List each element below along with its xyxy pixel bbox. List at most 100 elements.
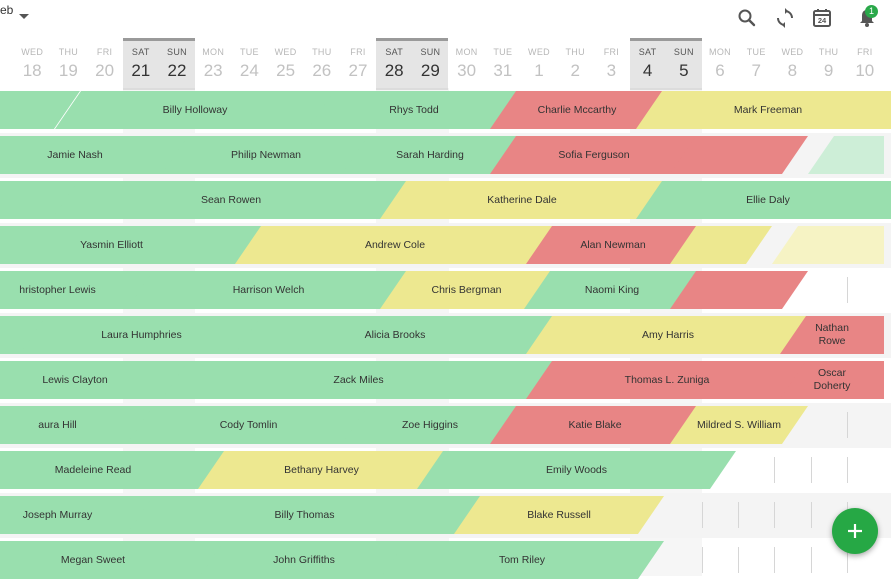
shift-block[interactable]: Yasmin Elliott (0, 226, 263, 264)
day-column-header[interactable]: WED 18 (14, 41, 50, 87)
shift-employee-name: Harrison Welch (232, 283, 305, 296)
shift-block[interactable]: Laura Humphries (20, 316, 263, 354)
add-shift-button[interactable] (832, 508, 878, 554)
day-column-header[interactable]: SAT 28 (376, 38, 413, 90)
shift-block[interactable]: Joseph Murray (0, 496, 155, 534)
shift-block[interactable]: Tom Riley (380, 541, 664, 579)
shift-block[interactable]: Billy Holloway (55, 91, 335, 129)
day-column-header[interactable]: FRI 3 (593, 41, 629, 87)
shift-block[interactable]: Zack Miles (162, 361, 555, 399)
day-column-header[interactable]: SAT 21 (122, 38, 159, 90)
day-column-header[interactable]: THU 19 (50, 41, 86, 87)
day-column-header[interactable]: MON 6 (702, 41, 738, 87)
shift-block[interactable]: Harrison Welch (127, 271, 410, 309)
shift-block[interactable]: Thomas L. Zuniga (526, 361, 808, 399)
shift-block[interactable]: Mildred S. William (670, 406, 808, 444)
shift-block[interactable]: Chris Bergman (380, 271, 553, 309)
shift-block[interactable]: Sean Rowen (52, 181, 410, 219)
shift-block[interactable]: Billy Thomas (127, 496, 482, 534)
shift-block[interactable]: aura Hill (0, 406, 155, 444)
shift-employee-name: Joseph Murray (22, 508, 93, 521)
shift-employee-name: Laura Humphries (101, 328, 182, 341)
day-column-header[interactable]: MON 23 (195, 41, 231, 87)
shift-block[interactable] (670, 136, 808, 174)
shift-employee-name: Megan Sweet (60, 553, 126, 566)
day-column-header[interactable]: SUN 5 (665, 38, 702, 90)
shift-block[interactable]: Philip Newman (162, 136, 370, 174)
shift-block[interactable]: Alan Newman (526, 226, 700, 264)
shift-employee-name: Philip Newman (230, 148, 302, 161)
day-column-header[interactable]: FRI 10 (847, 41, 883, 87)
shift-block[interactable]: Oscar Doherty (780, 361, 884, 399)
day-column-header[interactable]: WED 1 (521, 41, 557, 87)
day-column-header[interactable]: TUE 7 (738, 41, 774, 87)
shift-employee-name: Billy Holloway (162, 103, 228, 116)
shift-block[interactable]: Amy Harris (526, 316, 810, 354)
shift-block[interactable]: Katie Blake (490, 406, 700, 444)
shift-block[interactable]: hristopher Lewis (0, 271, 155, 309)
shift-block[interactable]: Sofia Ferguson (490, 136, 698, 174)
search-icon[interactable] (735, 6, 759, 30)
day-column-header[interactable]: SUN 22 (159, 38, 195, 90)
day-column-header[interactable]: FRI 20 (87, 41, 123, 87)
shift-block[interactable]: Andrew Cole (235, 226, 555, 264)
shift-employee-name: Katherine Dale (487, 193, 557, 206)
shift-block[interactable]: Mark Freeman (636, 91, 891, 129)
shift-block[interactable]: John Griffiths (198, 541, 410, 579)
day-of-week-label: THU (312, 47, 332, 57)
day-of-week-label: SUN (167, 47, 187, 57)
shift-block[interactable]: Madeleine Read (0, 451, 226, 489)
shift-block[interactable]: Cody Tomlin (127, 406, 370, 444)
shift-block[interactable]: Megan Sweet (0, 541, 226, 579)
shift-block[interactable]: Jamie Nash (0, 136, 190, 174)
shift-block[interactable]: Blake Russell (454, 496, 664, 534)
sync-icon[interactable] (773, 6, 797, 30)
shift-block[interactable]: Rhys Todd (308, 91, 520, 129)
day-column-header[interactable]: THU 2 (557, 41, 593, 87)
shift-block[interactable]: Sarah Harding (342, 136, 518, 174)
shift-block[interactable] (670, 271, 808, 309)
view-selector-label[interactable]: eb (0, 3, 14, 17)
schedule-grid: Billy Holloway Rhys Todd Charlie Mccarthy M… (0, 88, 891, 576)
calendar-icon[interactable]: 24 (810, 6, 834, 30)
empty-cell-divider (702, 547, 703, 573)
shift-employee-name: Jamie Nash (47, 148, 103, 161)
day-column-header[interactable]: TUE 31 (485, 41, 521, 87)
day-number-label: 30 (457, 61, 477, 80)
shift-employee-name: Billy Thomas (274, 508, 335, 521)
shift-employee-name: Rhys Todd (389, 103, 439, 116)
shift-block[interactable]: Bethany Harvey (198, 451, 445, 489)
empty-cell-divider (774, 457, 776, 483)
day-number-label: 4 (642, 61, 653, 80)
shift-employee-name: Amy Harris (642, 328, 694, 341)
day-column-header[interactable]: WED 8 (774, 41, 810, 87)
top-bar: eb 24 1 (0, 0, 891, 38)
notification-badge: 1 (865, 5, 878, 18)
shift-block[interactable]: Naomi King (524, 271, 700, 309)
shift-block[interactable]: Alicia Brooks (235, 316, 555, 354)
day-number-label: 7 (751, 61, 761, 80)
shift-employee-name: Tom Riley (498, 553, 546, 566)
day-column-header[interactable]: MON 30 (449, 41, 485, 87)
shift-block[interactable]: Charlie Mccarthy (490, 91, 664, 129)
day-column-header[interactable]: THU 9 (811, 41, 847, 87)
day-column-header[interactable]: FRI 27 (340, 41, 376, 87)
shift-employee-name: Yasmin Elliott (80, 238, 143, 251)
shift-block[interactable]: Emily Woods (417, 451, 736, 489)
shift-block[interactable]: Katherine Dale (380, 181, 664, 219)
calendar-day-label: 24 (817, 16, 827, 25)
shift-block[interactable]: Zoe Higgins (342, 406, 518, 444)
day-column-header[interactable]: 7 (0, 41, 14, 87)
day-column-header[interactable]: SAT 4 (629, 38, 666, 90)
day-column-header[interactable]: TUE 24 (231, 41, 267, 87)
day-number-label: 24 (239, 61, 259, 80)
shift-block[interactable]: Ellie Daly (636, 181, 891, 219)
day-of-week-label: WED (21, 47, 44, 57)
day-of-week-label: THU (58, 47, 79, 57)
day-number-label: 23 (203, 61, 223, 80)
day-column-header[interactable]: THU 26 (304, 41, 340, 87)
day-column-header[interactable]: WED 25 (268, 41, 304, 87)
shift-block[interactable]: Lewis Clayton (0, 361, 190, 399)
chevron-down-icon[interactable] (18, 13, 30, 21)
day-column-header[interactable]: SUN 29 (412, 38, 449, 90)
